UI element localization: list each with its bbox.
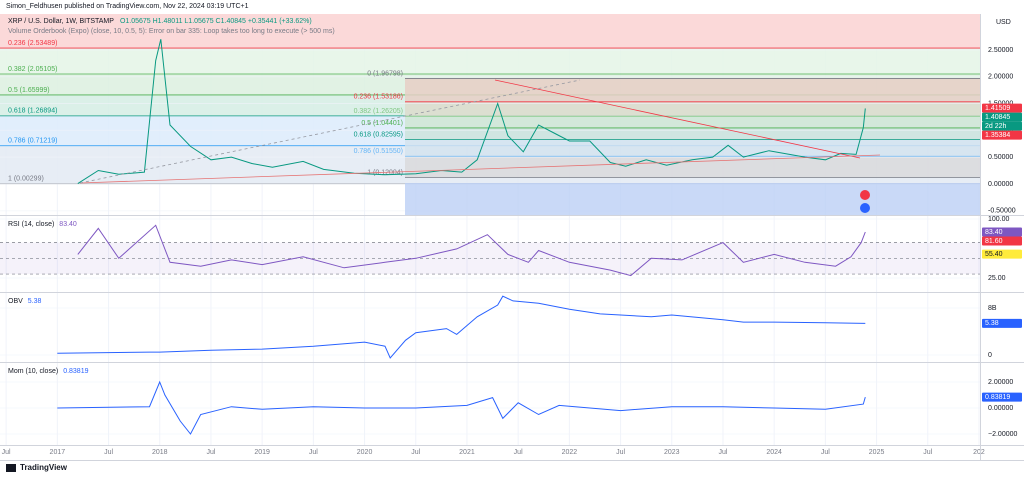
- y-tick-label: 100.00: [988, 216, 1010, 223]
- x-tick-label: Jul: [718, 449, 727, 456]
- series-line: [77, 224, 866, 277]
- fib-band: [405, 139, 980, 157]
- series-line: [57, 380, 866, 435]
- x-tick-label: Jul: [514, 449, 523, 456]
- trendline: [494, 79, 861, 159]
- y-tick-label: 2.00000: [988, 74, 1013, 81]
- price-badge: [982, 318, 1022, 328]
- fib-label: 1 (0.00299): [8, 176, 44, 183]
- countdown: 2d 22h: [985, 123, 1007, 130]
- y-tick-label: 0.00000: [988, 181, 1013, 188]
- pane-title: OBV: [8, 298, 23, 305]
- y-tick-label: -0.50000: [988, 208, 1016, 215]
- fib-label: 0.618 (1.26894): [8, 108, 57, 115]
- zone-box: [405, 183, 980, 215]
- x-tick-label: 2018: [152, 449, 168, 456]
- x-tick-label: 2024: [766, 449, 782, 456]
- x-tick-label: Jul: [206, 449, 215, 456]
- badge-label: 1.35384: [985, 132, 1010, 139]
- pane-value: 0.83819: [63, 368, 88, 375]
- fib-label: 0.236 (2.53489): [8, 40, 57, 47]
- fib-label: 1 (0.12004): [367, 169, 403, 176]
- fib-band: [0, 14, 980, 49]
- event-icon[interactable]: [860, 190, 870, 200]
- footer[interactable]: TradingView: [20, 463, 68, 472]
- badge-label: 5.38: [985, 320, 999, 327]
- x-tick-label: 2017: [50, 449, 66, 456]
- logo-icon[interactable]: [6, 464, 16, 472]
- ohlc: O1.05675 H1.48011 L1.05675 C1.40845 +0.3…: [120, 18, 312, 25]
- x-tick-label: Jul: [2, 449, 11, 456]
- rsi-band: [0, 242, 980, 275]
- x-tick-label: Jul: [923, 449, 932, 456]
- currency: USD: [996, 19, 1011, 26]
- layers: Jul 2017 Jul 2018 Jul 2019 Jul 2020 Jul 2021 Jul 20…: [0, 14, 1022, 456]
- fib-label: 0.618 (0.82595): [354, 131, 403, 138]
- badge-label: 1.40845: [985, 114, 1010, 121]
- fib-label: 0.382 (2.05105): [8, 66, 57, 73]
- x-tick-label: 2025: [869, 449, 885, 456]
- x-tick-label: Jul: [821, 449, 830, 456]
- x-tick-label: Jul: [616, 449, 625, 456]
- y-tick-label: 25.00: [988, 275, 1006, 282]
- fib-label: 0.786 (0.71219): [8, 138, 57, 145]
- symbol: XRP / U.S. Dollar, 1W, BITSTAMP: [8, 18, 114, 25]
- badge-label: 81.60: [985, 238, 1003, 245]
- y-tick-label: 2.00000: [988, 379, 1013, 386]
- y-tick-label: 0.00000: [988, 405, 1013, 412]
- badge-label: 83.40: [985, 229, 1003, 236]
- badge-label: 55.40: [985, 251, 1003, 258]
- trendline: [79, 79, 581, 184]
- x-tick-label: 202: [973, 449, 985, 456]
- fib-label: 0.786 (0.51550): [354, 148, 403, 155]
- badge-label: 1.41509: [985, 105, 1010, 112]
- price-badge: [982, 103, 1022, 113]
- badge-label: 0.83819: [985, 394, 1010, 401]
- price-badge: [982, 236, 1022, 246]
- fib-label: 0.5 (1.65999): [8, 87, 50, 94]
- y-tick-label: 0: [988, 352, 992, 359]
- x-tick-label: Jul: [411, 449, 420, 456]
- trendline: [79, 154, 881, 184]
- y-tick-label: 2.50000: [988, 47, 1013, 54]
- countdown-badge: [982, 121, 1022, 131]
- header: Simon_Feldhusen published on TradingView…: [6, 3, 249, 10]
- indicator-note: Volume Orderbook (Expo) (close, 10, 0.5,…: [8, 28, 335, 35]
- x-tick-label: Jul: [104, 449, 113, 456]
- y-tick-label: −2.00000: [988, 431, 1017, 438]
- pane-value: 83.40: [59, 221, 77, 228]
- flag-icon[interactable]: [860, 203, 870, 213]
- price-badge: [982, 392, 1022, 402]
- pane-value: 5.38: [28, 298, 42, 305]
- fib-band: [405, 156, 980, 178]
- x-tick-label: 2020: [357, 449, 373, 456]
- x-tick-label: Jul: [309, 449, 318, 456]
- fib-label: 0.382 (1.26205): [354, 108, 403, 115]
- fib-band: [405, 101, 980, 117]
- y-tick-label: 8B: [988, 305, 997, 312]
- pane-title: Mom (10, close): [8, 368, 58, 375]
- price-badge: [982, 130, 1022, 140]
- fib-band: [0, 48, 980, 74]
- fib-label: 0.236 (1.53186): [354, 94, 403, 101]
- price-badge: [982, 227, 1022, 237]
- fib-label: 0 (1.96798): [367, 70, 403, 77]
- y-tick-label: 0.50000: [988, 154, 1013, 161]
- x-tick-label: 2019: [254, 449, 270, 456]
- x-tick-label: 2021: [459, 449, 475, 456]
- series-line: [77, 39, 866, 185]
- price-badge: [982, 112, 1022, 122]
- price-badge: [982, 249, 1022, 259]
- x-tick-label: 2023: [664, 449, 680, 456]
- fib-band: [405, 78, 980, 102]
- fib-label: 0.5 (1.04401): [361, 120, 403, 127]
- pane-title: RSI (14, close): [8, 221, 54, 228]
- series-line: [57, 295, 866, 359]
- x-tick-label: 2022: [562, 449, 578, 456]
- fib-band: [405, 127, 980, 140]
